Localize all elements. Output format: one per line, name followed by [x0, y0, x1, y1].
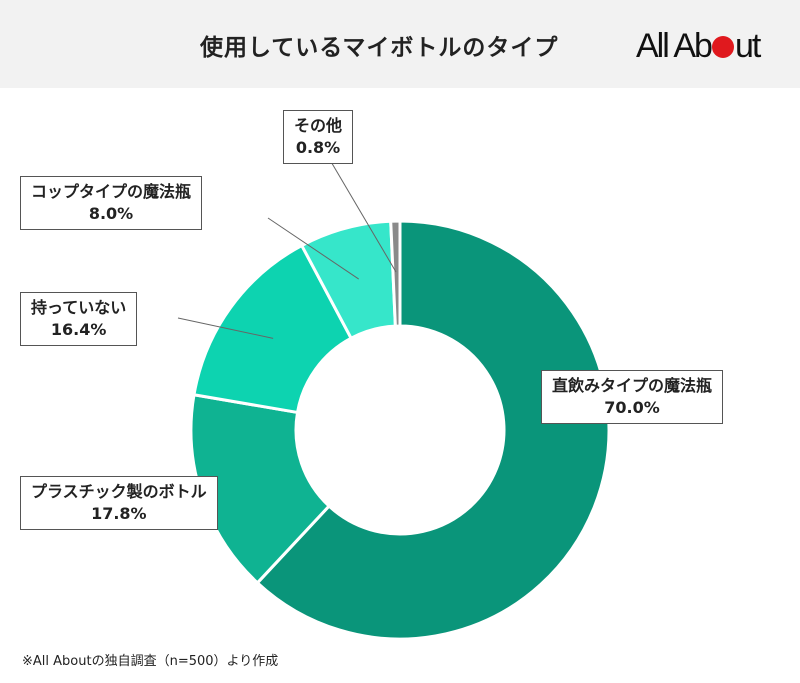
label-3: コップタイプの魔法瓶 8.0% — [20, 176, 203, 230]
label-0: 直飲みタイプの魔法瓶 70.0% — [541, 370, 724, 424]
slice-4 — [389, 219, 402, 328]
label-1: プラスチック製のボトル 17.8% — [20, 476, 218, 530]
leader-line-4 — [329, 159, 397, 273]
label-2: 持っていない 16.4% — [20, 292, 138, 346]
slice-0 — [255, 219, 611, 641]
header: 使用しているマイボトルのタイプ All Ab ut — [0, 0, 800, 88]
leader-line-3 — [267, 217, 360, 280]
source-note: ※All Aboutの独自調査（n=500）より作成 — [22, 654, 279, 669]
slice-1 — [189, 392, 332, 585]
leader-line-2 — [177, 317, 274, 339]
all-about-logo: All Ab ut — [636, 27, 761, 65]
chart-title: 使用しているマイボトルのタイプ — [200, 35, 559, 61]
label-4: その他 0.8% — [283, 110, 354, 164]
